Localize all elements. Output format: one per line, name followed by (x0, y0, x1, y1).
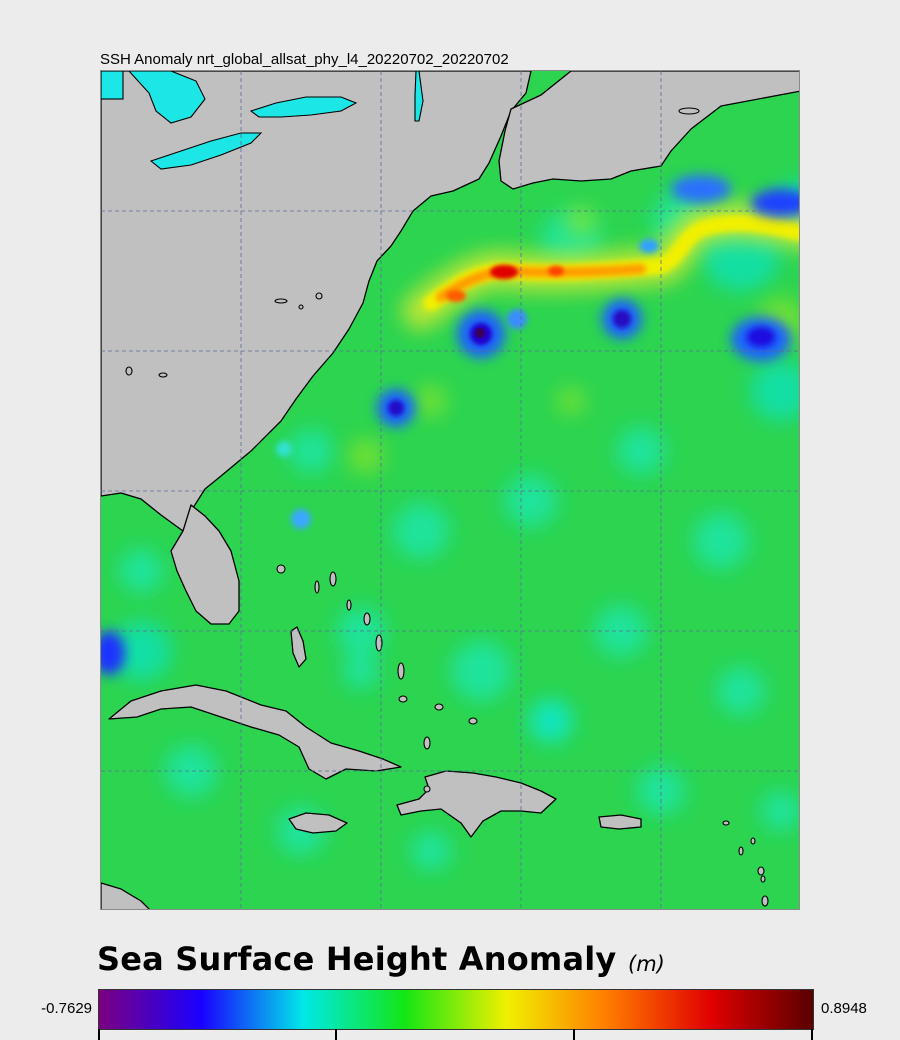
cold-anomaly-gulf-of-mexico (101, 631, 125, 675)
lake-champlain (414, 71, 424, 122)
north-america-land (101, 71, 532, 532)
ssh-anomaly-map[interactable] (101, 71, 800, 910)
legend-title: Sea Surface Height Anomaly (97, 940, 617, 978)
map-title: SSH Anomaly nrt_global_allsat_phy_l4_202… (100, 51, 509, 68)
land (101, 71, 799, 909)
colorbar-tick (573, 1029, 575, 1040)
cold-eddy-central (457, 309, 527, 358)
nova-scotia-land (498, 71, 799, 190)
colorbar (98, 989, 814, 1030)
hispaniola (396, 770, 557, 838)
great-lakes (101, 71, 424, 170)
cold-eddy-east (602, 299, 642, 339)
cold-eddy-small (291, 509, 311, 529)
legend-unit: (m) (628, 952, 665, 976)
colorbar-tick (811, 1029, 813, 1040)
cold-eddy-west (377, 389, 415, 427)
puerto-rico (598, 814, 642, 830)
colorbar-min-label: -0.7629 (41, 1000, 92, 1017)
map-panel[interactable] (100, 70, 800, 910)
cuba (108, 684, 402, 780)
lake-ontario (249, 96, 358, 118)
colorbar-tick (98, 1029, 100, 1040)
south-america-corner (101, 882, 150, 909)
florida-peninsula (170, 504, 240, 625)
colorbar-tick (335, 1029, 337, 1040)
cold-anomaly-northeast (639, 175, 799, 253)
andros-island (290, 626, 307, 668)
lake-huron (128, 71, 206, 124)
lake-erie (149, 132, 263, 170)
small-islands (125, 107, 769, 907)
gulf-stream-ridge (402, 201, 799, 330)
jamaica (288, 812, 348, 834)
colorbar-max-label: 0.8948 (821, 1000, 867, 1017)
cold-eddy-far-east (731, 317, 791, 361)
graticule (101, 71, 799, 909)
